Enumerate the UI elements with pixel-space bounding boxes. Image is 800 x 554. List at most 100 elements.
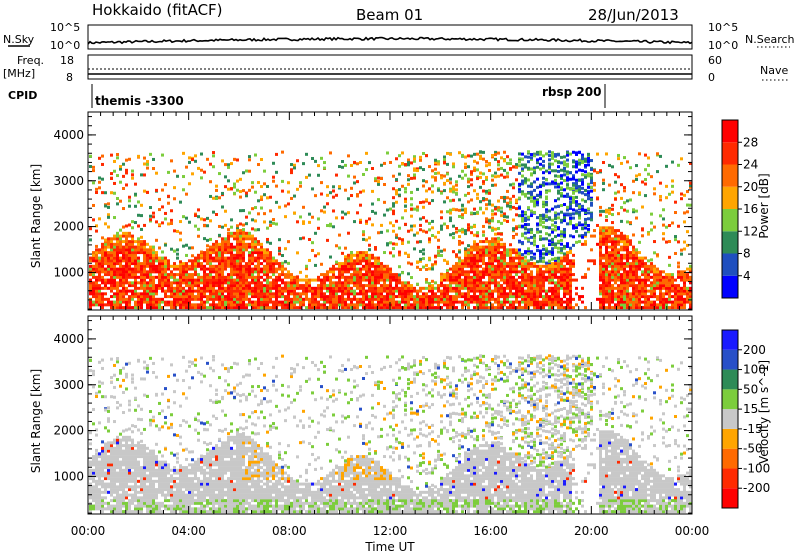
power-cell (140, 262, 143, 266)
power-cell (395, 306, 398, 310)
power-cell (341, 284, 344, 288)
power-cell (407, 253, 410, 257)
power-cell (338, 286, 341, 290)
power-cell (257, 163, 260, 167)
power-cell (620, 306, 623, 310)
power-cell (230, 256, 233, 260)
power-cell (521, 214, 524, 218)
power-cell (500, 206, 503, 210)
power-cell (653, 275, 656, 279)
power-cell (212, 297, 215, 301)
power-cell (98, 273, 101, 277)
power-cell (353, 267, 356, 271)
power-cell (614, 281, 617, 285)
power-cell (218, 259, 221, 263)
power-cell (95, 224, 98, 228)
power-cell (602, 240, 605, 244)
power-cell (227, 251, 230, 255)
power-cell (320, 278, 323, 282)
power-cell (575, 211, 578, 215)
power-cell (320, 286, 323, 290)
power-cell (560, 267, 563, 271)
power-cell (215, 245, 218, 249)
power-cell (608, 289, 611, 293)
power-cell (332, 292, 335, 296)
power-cell (569, 273, 572, 277)
power-cell (254, 281, 257, 285)
power-cell (365, 267, 368, 271)
power-cell (497, 256, 500, 260)
power-cell (383, 213, 386, 217)
power-cell (566, 153, 569, 157)
power-cell (353, 273, 356, 277)
power-cell (359, 160, 362, 164)
power-cell (245, 262, 248, 266)
power-cell (554, 256, 557, 260)
power-cell (176, 289, 179, 293)
power-cell (98, 267, 101, 271)
power-cell (113, 248, 116, 252)
power-cell (98, 270, 101, 274)
power-cell (152, 248, 155, 252)
power-cell (170, 292, 173, 296)
power-cell (209, 194, 212, 198)
power-cell (344, 284, 347, 288)
power-cell (374, 211, 377, 215)
power-cell (554, 297, 557, 301)
power-cell (176, 273, 179, 277)
power-cell (161, 297, 164, 301)
power-cell (338, 289, 341, 293)
power-cell (425, 154, 428, 158)
power-cell (383, 275, 386, 279)
power-cell (635, 284, 638, 288)
power-cell (401, 238, 404, 242)
power-cell (95, 281, 98, 285)
power-cell (539, 295, 542, 299)
power-cell (200, 264, 203, 268)
power-cell (320, 292, 323, 296)
power-cell (623, 234, 626, 238)
power-cell (578, 205, 581, 209)
power-cell (227, 237, 230, 241)
power-cell (128, 157, 131, 161)
power-cell (200, 256, 203, 260)
power-cell (542, 176, 545, 180)
power-cell (266, 286, 269, 290)
power-cell (521, 297, 524, 301)
power-cell (290, 163, 293, 167)
power-cell (230, 275, 233, 279)
power-cell (629, 273, 632, 277)
power-cell (347, 262, 350, 266)
power-cell (248, 259, 251, 263)
power-cell (536, 222, 539, 226)
power-cell (500, 262, 503, 266)
power-cell (143, 223, 146, 227)
power-cell (350, 281, 353, 285)
power-cell (197, 234, 200, 238)
power-cell (326, 224, 329, 228)
power-cell (539, 162, 542, 166)
power-cell (113, 253, 116, 257)
power-cell (563, 169, 566, 173)
power-cell (338, 295, 341, 299)
power-cell (587, 227, 590, 231)
power-cell (107, 225, 110, 229)
power-cell (560, 259, 563, 263)
power-cell (599, 251, 602, 255)
power-cell (239, 234, 242, 238)
power-cell (611, 203, 614, 207)
power-cell (485, 295, 488, 299)
power-cell (557, 300, 560, 304)
power-cell (230, 278, 233, 282)
power-cell (551, 251, 554, 255)
power-cell (662, 295, 665, 299)
power-cell (599, 205, 602, 209)
power-cell (455, 284, 458, 288)
power-cell (611, 242, 614, 246)
power-cell (596, 152, 599, 156)
power-cell (638, 240, 641, 244)
power-cell (524, 192, 527, 196)
power-cell (350, 163, 353, 167)
power-cell (386, 267, 389, 271)
power-cell (161, 221, 164, 225)
